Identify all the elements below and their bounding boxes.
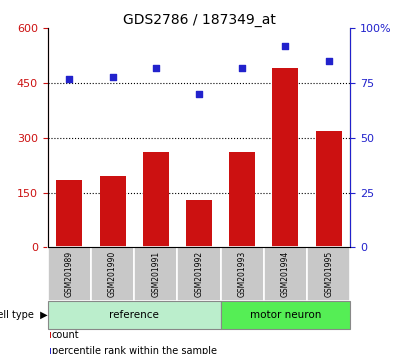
Bar (143, 153, 169, 247)
FancyBboxPatch shape (178, 247, 220, 301)
Bar (229, 153, 255, 247)
Text: GSM201989: GSM201989 (65, 251, 74, 297)
Bar (273, 68, 298, 247)
Point (239, 65, 246, 70)
Text: GSM201990: GSM201990 (108, 251, 117, 297)
Text: cell type  ▶: cell type ▶ (0, 310, 48, 320)
Point (326, 58, 332, 64)
Text: percentile rank within the sample: percentile rank within the sample (52, 346, 217, 354)
FancyBboxPatch shape (134, 247, 178, 301)
Text: motor neuron: motor neuron (250, 310, 321, 320)
Bar (316, 131, 341, 247)
Point (196, 91, 202, 97)
Point (282, 43, 289, 48)
FancyBboxPatch shape (220, 301, 350, 329)
Point (152, 65, 159, 70)
Text: GSM201993: GSM201993 (238, 251, 247, 297)
Bar (50, 332, 51, 338)
Bar (100, 176, 125, 247)
FancyBboxPatch shape (264, 247, 307, 301)
Text: count: count (52, 330, 79, 340)
FancyBboxPatch shape (48, 301, 220, 329)
Text: GSM201992: GSM201992 (195, 251, 203, 297)
Text: GSM201991: GSM201991 (151, 251, 160, 297)
Point (66, 76, 72, 81)
FancyBboxPatch shape (307, 247, 350, 301)
Text: GSM201994: GSM201994 (281, 251, 290, 297)
Bar (186, 200, 212, 247)
Point (109, 74, 116, 79)
FancyBboxPatch shape (91, 247, 134, 301)
Bar (57, 180, 82, 247)
Bar (50, 348, 51, 354)
FancyBboxPatch shape (220, 247, 264, 301)
Text: reference: reference (109, 310, 159, 320)
Title: GDS2786 / 187349_at: GDS2786 / 187349_at (123, 13, 275, 27)
FancyBboxPatch shape (48, 247, 91, 301)
Text: GSM201995: GSM201995 (324, 251, 333, 297)
